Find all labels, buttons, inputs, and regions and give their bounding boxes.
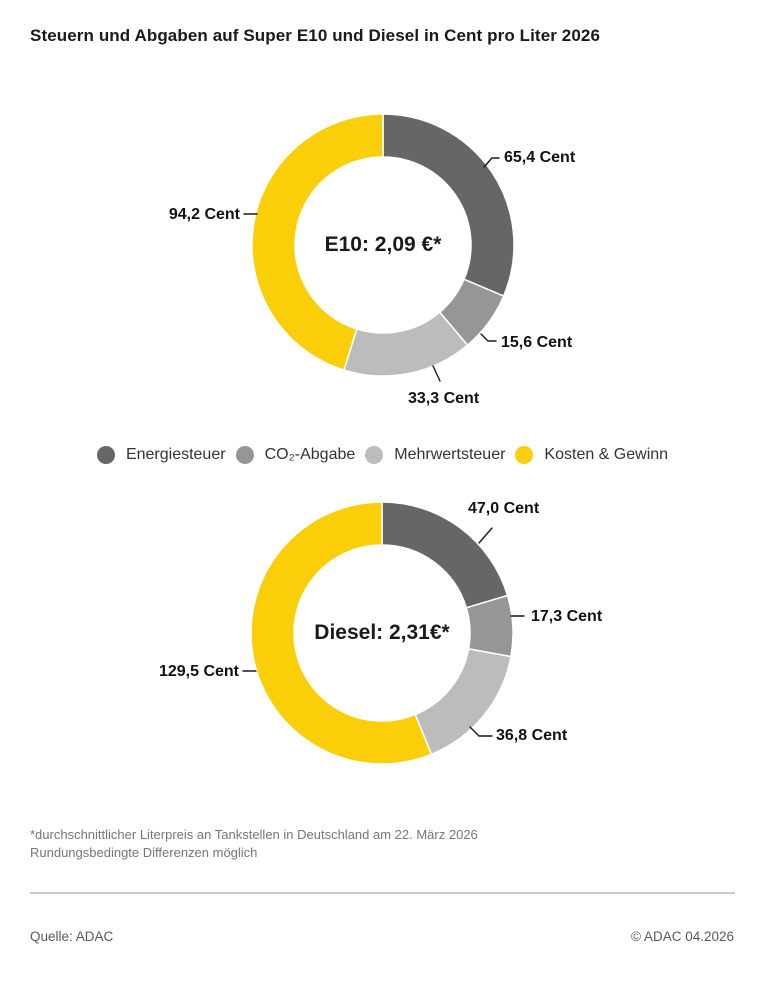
donut-segment-e10-0: [382, 113, 515, 297]
legend-label-energiesteuer: Energiesteuer: [125, 446, 226, 463]
legend-label-co2-abgabe: CO₂-Abgabe: [264, 446, 356, 463]
leader-e10-energiesteuer: [483, 157, 500, 168]
donut-segment-diesel-0: [381, 501, 509, 609]
footer-divider: [30, 892, 735, 894]
donut-diesel: [250, 501, 514, 765]
leader-e10-co2: [480, 333, 497, 342]
donut-e10-label-kosten: 94,2 Cent: [168, 206, 240, 223]
donut-diesel-label-energiesteuer: 47,0 Cent: [468, 500, 540, 517]
legend: Energiesteuer CO₂-Abgabe Mehrwertsteuer …: [0, 446, 765, 464]
donut-segment-e10-3: [251, 113, 384, 371]
legend-dot-kosten-gewinn-icon: [515, 446, 534, 464]
donut-diesel-center-label: Diesel: 2,31€*: [314, 621, 450, 644]
page-title: Steuern und Abgaben auf Super E10 und Di…: [30, 26, 601, 45]
donut-diesel-label-co2: 17,3 Cent: [531, 608, 603, 625]
donut-diesel-label-kosten: 129,5 Cent: [158, 663, 239, 680]
legend-item-energiesteuer: Energiesteuer: [96, 446, 226, 464]
leader-diesel-mwst: [469, 726, 493, 737]
leader-lines: [242, 157, 525, 737]
footnote: *durchschnittlicher Literpreis an Tankst…: [30, 826, 478, 861]
donut-e10-label-co2: 15,6 Cent: [501, 334, 573, 351]
donut-e10-center-label: E10: 2,09 €*: [324, 233, 442, 256]
leader-diesel-energiesteuer: [478, 527, 493, 544]
footnote-line-2: Rundungsbedingte Differenzen möglich: [30, 844, 258, 860]
legend-item-mehrwertsteuer: Mehrwertsteuer: [365, 446, 505, 464]
legend-label-kosten-gewinn: Kosten & Gewinn: [544, 446, 669, 463]
donut-diesel-label-mwst: 36,8 Cent: [496, 727, 568, 744]
legend-item-co2-abgabe: CO₂-Abgabe: [235, 446, 356, 464]
donut-e10: [251, 113, 515, 377]
donut-e10-label-mwst: 33,3 Cent: [408, 390, 480, 407]
legend-label-mehrwertsteuer: Mehrwertsteuer: [394, 446, 506, 463]
footer-source: Quelle: ADAC: [30, 929, 114, 944]
legend-dot-energiesteuer-icon: [96, 446, 115, 464]
footer-copyright: © ADAC 04.2026: [630, 929, 734, 944]
leader-e10-mwst: [432, 365, 441, 382]
legend-dot-co2-abgabe-icon: [235, 446, 254, 464]
donut-segment-diesel-3: [250, 501, 433, 765]
legend-dot-mehrwertsteuer-icon: [365, 446, 384, 464]
legend-item-kosten-gewinn: Kosten & Gewinn: [515, 446, 668, 464]
donut-e10-label-energiesteuer: 65,4 Cent: [504, 149, 576, 166]
footnote-line-1: *durchschnittlicher Literpreis an Tankst…: [30, 827, 478, 842]
